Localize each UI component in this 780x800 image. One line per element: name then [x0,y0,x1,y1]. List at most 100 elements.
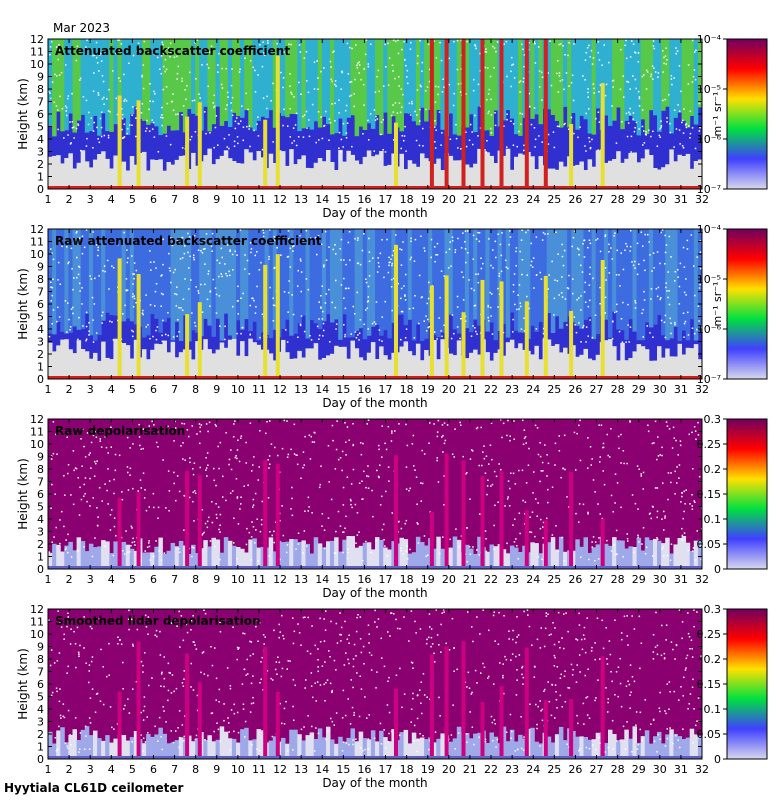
x-tick-label: 10 [231,763,245,776]
x-tick-label: 26 [568,193,582,206]
x-tick-label: 24 [526,573,540,586]
colorbar: 10⁻⁷ 10⁻⁶ 10⁻⁵ 10⁻⁴ m⁻¹ sr⁻¹ [697,33,768,196]
x-tick-label: 19 [421,573,435,586]
x-tick-label: 2 [66,763,73,776]
colorbar-tick-label: 0.1 [704,513,722,526]
x-tick-label: 29 [632,573,646,586]
x-tick-label: 14 [315,193,329,206]
x-tick-label: 21 [463,573,477,586]
x-tick-label: 29 [632,763,646,776]
x-tick-label: 1 [45,573,52,586]
colorbar-tick-label: 10⁻⁴ [697,223,722,236]
panel-title: Raw attenuated backscatter coefficient [55,234,322,248]
x-tick-label: 24 [526,193,540,206]
y-tick-label: 6 [37,678,44,691]
x-axis-label: Day of the month [322,776,427,790]
x-tick-label: 1 [45,193,52,206]
colorbar-tick-label: 0.2 [704,463,722,476]
x-tick-label: 5 [129,573,136,586]
raw-depol-plot [48,419,703,569]
x-tick-label: 28 [611,763,625,776]
y-tick-label: 2 [37,158,44,171]
y-tick-label: 9 [37,71,44,84]
x-axis-label: Day of the month [322,206,427,220]
x-tick-label: 6 [150,193,157,206]
colorbar-gradient [726,38,768,190]
x-tick-label: 21 [463,763,477,776]
y-tick-label: 8 [37,83,44,96]
x-tick-label: 13 [294,763,308,776]
x-tick-label: 4 [108,763,115,776]
x-tick-label: 12 [273,193,287,206]
x-tick-label: 12 [273,763,287,776]
x-tick-label: 3 [87,383,94,396]
x-tick-label: 32 [695,383,709,396]
x-tick-label: 16 [357,383,371,396]
x-tick-label: 19 [421,383,435,396]
x-tick-label: 24 [526,763,540,776]
panel-1: Attenuated backscatter coefficient012345… [16,33,768,220]
y-tick-label: 10 [30,248,44,261]
x-tick-label: 8 [192,763,199,776]
y-tick-label: 11 [30,46,44,59]
y-tick-label: 1 [37,171,44,184]
y-tick-label: 0 [37,183,44,196]
x-tick-label: 25 [547,763,561,776]
x-tick-label: 8 [192,193,199,206]
x-tick-label: 17 [379,383,393,396]
x-tick-label: 25 [547,383,561,396]
x-tick-label: 17 [379,573,393,586]
y-tick-label: 10 [30,438,44,451]
x-tick-label: 16 [357,573,371,586]
colorbar-tick-label: 10⁻⁶ [697,133,722,146]
x-tick-label: 26 [568,763,582,776]
x-tick-label: 26 [568,573,582,586]
x-tick-label: 7 [171,763,178,776]
x-tick-label: 19 [421,193,435,206]
x-tick-label: 1 [45,763,52,776]
x-tick-label: 19 [421,763,435,776]
backscatter-plot [48,39,703,189]
x-tick-label: 1 [45,383,52,396]
x-tick-label: 28 [611,193,625,206]
x-axis-label: Day of the month [322,396,427,410]
x-tick-label: 20 [442,193,456,206]
x-tick-label: 23 [505,763,519,776]
colorbar-tick-label: 10⁻⁵ [697,273,721,286]
x-tick-label: 9 [213,573,220,586]
colorbar-tick-label: 0.05 [697,728,722,741]
colorbar-tick-label: 0.25 [697,628,722,641]
x-tick-label: 32 [695,573,709,586]
y-tick-label: 5 [37,121,44,134]
x-tick-label: 13 [294,383,308,396]
x-tick-label: 4 [108,383,115,396]
x-tick-label: 20 [442,383,456,396]
x-tick-label: 27 [590,573,604,586]
x-tick-label: 18 [400,763,414,776]
x-tick-label: 29 [632,193,646,206]
x-tick-label: 30 [653,193,667,206]
raw-backscatter-plot [48,229,704,379]
panel-2: Raw attenuated backscatter coefficient01… [16,223,768,410]
y-tick-label: 12 [30,603,44,616]
x-tick-label: 10 [231,383,245,396]
colorbar-tick-label: 10⁻⁵ [697,83,721,96]
colorbar-gradient [726,418,768,570]
smoothed-depol-plot [48,609,704,759]
x-tick-label: 3 [87,763,94,776]
colorbar-tick-label: 10⁻⁴ [697,33,722,46]
y-tick-label: 2 [37,728,44,741]
colorbar-tick-label: 0.2 [704,653,722,666]
x-tick-label: 2 [66,193,73,206]
y-tick-label: 4 [37,703,44,716]
y-tick-label: 5 [37,311,44,324]
x-tick-label: 21 [463,193,477,206]
y-tick-label: 9 [37,451,44,464]
colorbar-tick-label: 0 [714,753,721,766]
colorbar-tick-label: 0.25 [697,438,722,451]
y-tick-label: 12 [30,223,44,236]
colorbar: 0 0.05 0.1 0.15 0.2 0.25 0.3 [697,413,768,576]
y-tick-label: 4 [37,323,44,336]
colorbar-tick-label: 10⁻⁶ [697,323,722,336]
x-tick-label: 12 [273,383,287,396]
